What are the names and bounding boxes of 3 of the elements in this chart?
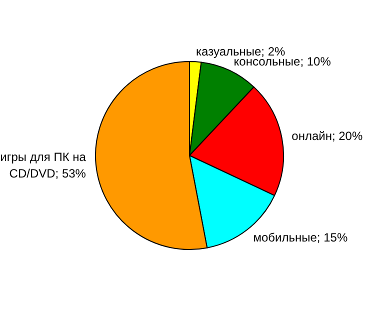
slice-label: игры для ПК на CD/DVD; 53% [0,150,86,181]
slice-label: мобильные; 15% [253,230,348,245]
slice-label: онлайн; 20% [292,129,363,144]
